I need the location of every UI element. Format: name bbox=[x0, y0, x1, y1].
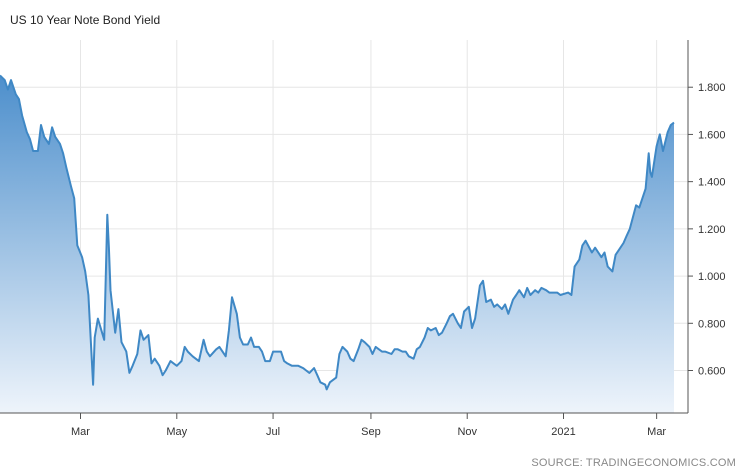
yield-line bbox=[0, 74, 675, 391]
y-tick-label: 0.800 bbox=[698, 318, 726, 330]
y-tick-label: 1.600 bbox=[698, 129, 726, 141]
x-tick-label: May bbox=[166, 426, 187, 438]
y-tick-label: 1.200 bbox=[698, 224, 726, 236]
x-tick-label: Nov bbox=[457, 426, 477, 438]
y-tick-label: 1.000 bbox=[698, 271, 726, 283]
y-tick-label: 1.400 bbox=[698, 177, 726, 189]
x-axis-ticks: Mar May Jul Sep Nov 2021 Mar bbox=[71, 413, 666, 438]
x-tick-label: 2021 bbox=[551, 426, 575, 438]
y-tick-label: 0.600 bbox=[698, 366, 726, 378]
chart-title: US 10 Year Note Bond Yield bbox=[10, 13, 161, 27]
yield-area-fill bbox=[0, 75, 674, 414]
axes bbox=[0, 40, 689, 414]
x-tick-label: Mar bbox=[647, 426, 666, 438]
y-tick-label: 1.800 bbox=[698, 82, 726, 94]
x-tick-label: Sep bbox=[361, 426, 381, 438]
x-tick-label: Jul bbox=[266, 426, 280, 438]
y-axis-ticks: 0.600 0.800 1.000 1.200 1.400 1.600 1.800 bbox=[688, 82, 726, 378]
source-label: SOURCE: TRADINGECONOMICS.COM bbox=[531, 457, 736, 468]
x-tick-label: Mar bbox=[71, 426, 90, 438]
